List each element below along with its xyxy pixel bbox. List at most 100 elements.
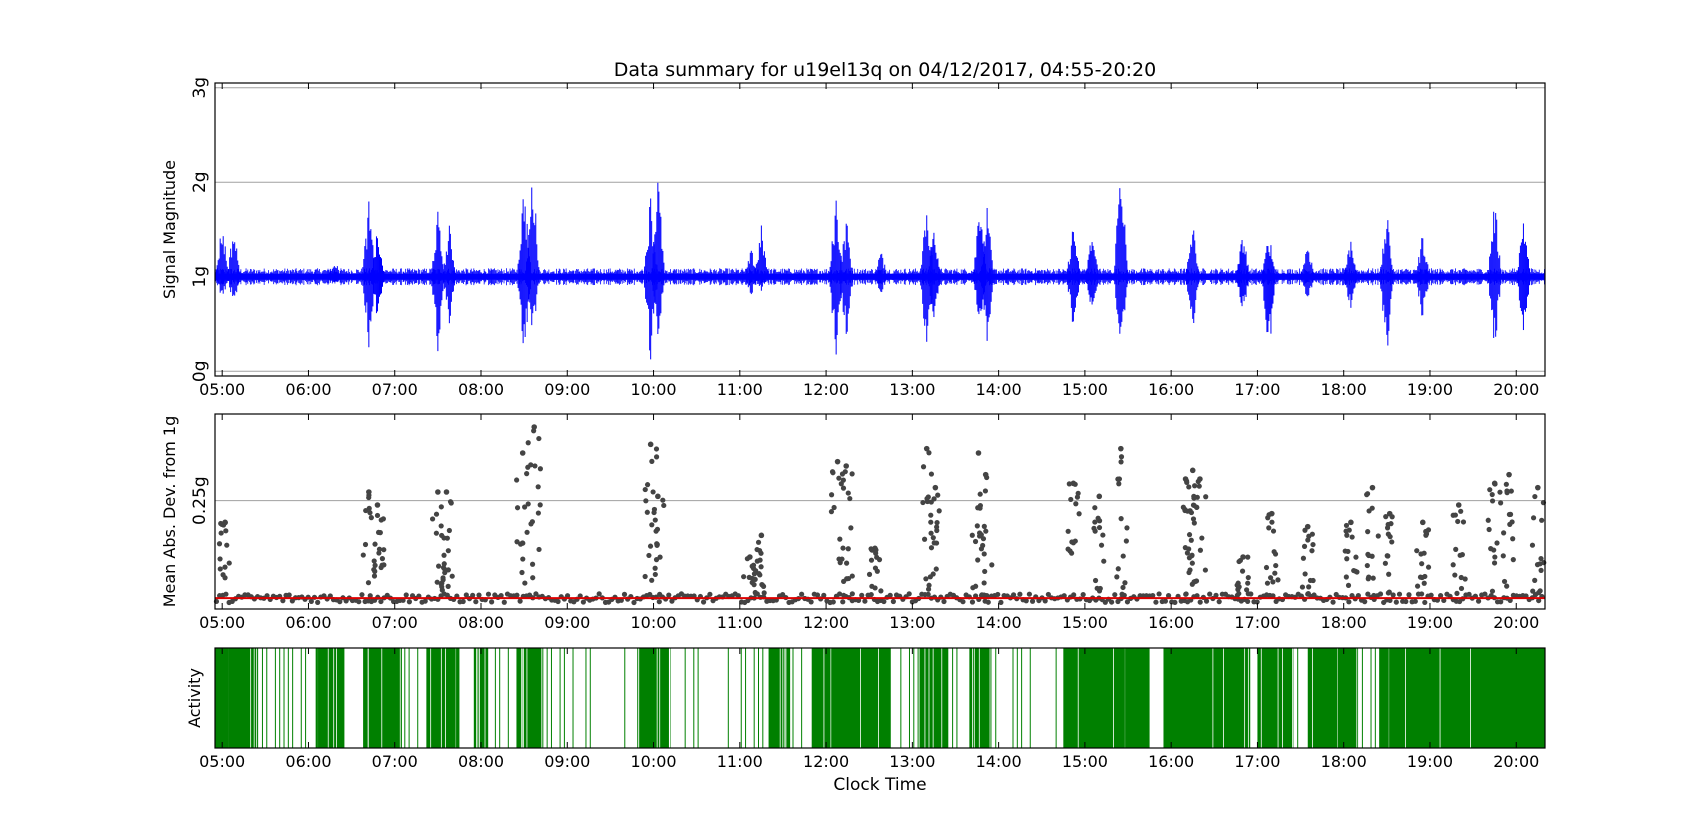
mad-point bbox=[735, 593, 741, 599]
signal-x-tick-label: 19:00 bbox=[1407, 380, 1453, 399]
mad-point bbox=[1245, 591, 1251, 597]
mad-point bbox=[1118, 516, 1124, 522]
activity-x-tick-label: 05:00 bbox=[199, 752, 245, 771]
mad-point bbox=[977, 505, 983, 511]
mad-point bbox=[1112, 592, 1118, 598]
mad-point bbox=[580, 599, 586, 605]
mad-point bbox=[862, 598, 868, 604]
mad-point bbox=[1073, 501, 1079, 507]
mad-point bbox=[1092, 519, 1098, 525]
mad-point bbox=[1417, 574, 1424, 580]
mad-point bbox=[1266, 525, 1272, 531]
mad-point bbox=[700, 599, 707, 605]
mad-point bbox=[874, 568, 880, 574]
signal-plot-area bbox=[214, 87, 1545, 372]
mad-point bbox=[977, 530, 983, 536]
mad-point bbox=[821, 592, 827, 598]
mad-x-tick-label: 13:00 bbox=[889, 613, 935, 632]
mad-point bbox=[536, 435, 542, 442]
mad-peak-point bbox=[1369, 484, 1376, 491]
mad-peak-point bbox=[1118, 445, 1124, 452]
mad-point bbox=[1234, 592, 1240, 598]
mad-point bbox=[1530, 588, 1536, 594]
mad-point bbox=[1419, 561, 1425, 567]
mad-point bbox=[1355, 593, 1361, 599]
mad-peak-point bbox=[758, 532, 765, 539]
mad-point bbox=[217, 566, 223, 572]
mad-point bbox=[982, 568, 988, 575]
mad-point bbox=[473, 599, 479, 605]
mad-point bbox=[439, 532, 445, 539]
mad-point bbox=[1272, 551, 1279, 557]
mad-point bbox=[1369, 505, 1375, 511]
mad-point bbox=[564, 593, 571, 599]
mad-point bbox=[759, 581, 765, 588]
mad-point bbox=[362, 541, 369, 548]
mad-point bbox=[1422, 599, 1428, 606]
mad-point bbox=[264, 593, 270, 599]
mad-point bbox=[831, 504, 837, 511]
signal-x-tick-label: 17:00 bbox=[1234, 380, 1280, 399]
mad-point bbox=[1414, 548, 1420, 554]
mad-x-tick-label: 07:00 bbox=[372, 613, 418, 632]
mad-point bbox=[653, 446, 660, 452]
mad-point bbox=[522, 504, 528, 510]
mad-point bbox=[280, 598, 286, 604]
mad-point bbox=[652, 517, 658, 523]
mad-point bbox=[985, 599, 991, 605]
mad-point bbox=[222, 564, 228, 570]
signal-x-tick-label: 13:00 bbox=[889, 380, 935, 399]
mad-point bbox=[998, 599, 1004, 605]
activity-block bbox=[1063, 648, 1150, 748]
mad-point bbox=[926, 582, 932, 588]
activity-block bbox=[473, 648, 489, 748]
mad-point bbox=[1306, 584, 1312, 590]
mad-point bbox=[1421, 580, 1427, 586]
mad-point bbox=[403, 592, 409, 598]
mad-point bbox=[1501, 530, 1507, 536]
activity-panel: 05:00 06:00 07:00 08:00 09:00 10:00 11:00 12:00… bbox=[185, 647, 1546, 795]
mad-x-tick-label: 09:00 bbox=[544, 613, 590, 632]
mad-point bbox=[1267, 575, 1274, 581]
mad-point bbox=[1385, 553, 1391, 559]
mad-point bbox=[1403, 598, 1409, 605]
mad-point bbox=[845, 546, 851, 552]
mad-point bbox=[406, 599, 412, 605]
mad-point bbox=[1346, 527, 1352, 533]
mad-point bbox=[984, 592, 990, 599]
mad-point bbox=[1466, 591, 1472, 597]
activity-x-tick-label: 12:00 bbox=[803, 752, 849, 771]
mad-point bbox=[1489, 491, 1495, 498]
mad-point bbox=[868, 557, 875, 563]
mad-point bbox=[379, 556, 386, 562]
mad-point bbox=[928, 545, 935, 551]
mad-point bbox=[1115, 476, 1121, 482]
mad-point bbox=[1385, 521, 1391, 528]
mad-axes-frame bbox=[214, 413, 1546, 610]
mad-point bbox=[1458, 508, 1464, 514]
mad-point bbox=[925, 591, 931, 597]
activity-block bbox=[919, 648, 949, 748]
mad-peak-point bbox=[1096, 493, 1103, 500]
mad-point bbox=[1345, 582, 1352, 588]
mad-point bbox=[881, 598, 887, 605]
mad-point bbox=[928, 519, 934, 525]
mad-point bbox=[848, 525, 854, 531]
mad-point bbox=[1459, 552, 1465, 558]
mad-point bbox=[977, 491, 983, 497]
mad-point bbox=[1460, 519, 1467, 525]
signal-x-tick-label: 14:00 bbox=[976, 380, 1022, 399]
signal-axes-frame bbox=[214, 82, 1546, 377]
mad-point bbox=[814, 592, 821, 598]
mad-point bbox=[744, 556, 750, 562]
mad-point bbox=[367, 593, 373, 599]
mad-point bbox=[921, 536, 928, 542]
mad-point bbox=[660, 497, 666, 503]
mad-point bbox=[1343, 574, 1349, 580]
mad-point bbox=[756, 571, 762, 577]
mad-point bbox=[931, 496, 937, 502]
mad-point bbox=[1029, 598, 1036, 604]
mad-point bbox=[485, 591, 492, 597]
mad-point bbox=[666, 592, 672, 598]
mad-point bbox=[936, 508, 942, 514]
